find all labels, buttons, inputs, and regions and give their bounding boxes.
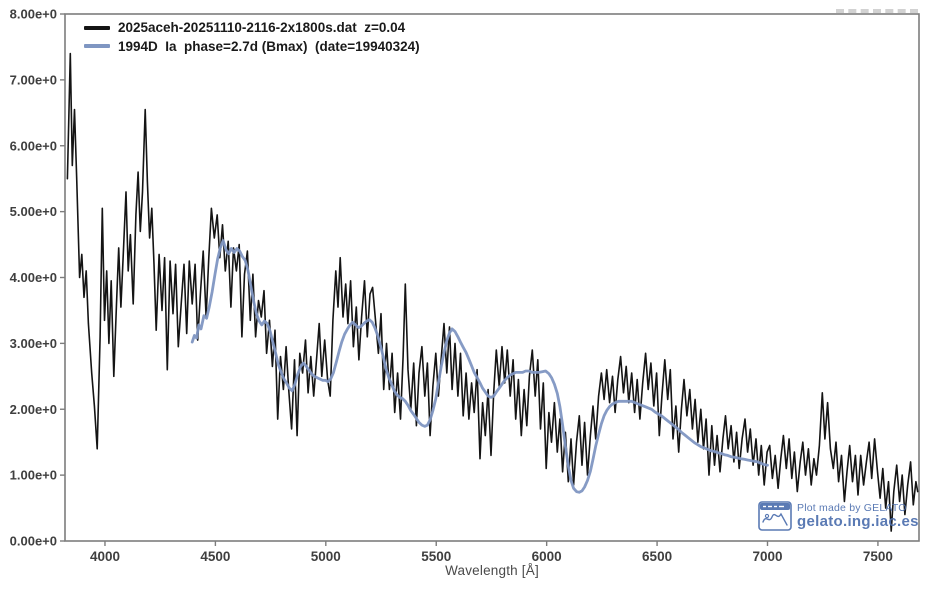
y-tick-label: 8.00e+0 (10, 7, 57, 22)
y-tick-label: 4.00e+0 (10, 270, 57, 285)
template-spectrum-swatch (84, 44, 110, 49)
target-spectrum-swatch (84, 25, 110, 30)
gelato-logo-icon (758, 501, 792, 531)
legend: 2025aceh-20251110-2116-2x1800s.dat z=0.0… (84, 21, 420, 53)
y-tick-label: 1.00e+0 (10, 468, 57, 483)
legend-item-target-spectrum: 2025aceh-20251110-2116-2x1800s.dat z=0.0… (84, 21, 420, 35)
legend-item-template-spectrum: 1994D Ia phase=2.7d (Bmax) (date=1994032… (84, 38, 420, 54)
y-tick-label: 0.00e+0 (10, 534, 57, 549)
x-tick-label: 5000 (311, 549, 341, 564)
gelato-logo: Plot made by GELATO gelato.ing.iac.es (758, 501, 919, 531)
y-tick-label: 2.00e+0 (10, 402, 57, 417)
logo-url: gelato.ing.iac.es (797, 512, 919, 530)
x-tick-label: 7000 (752, 549, 782, 564)
template-spectrum-line (190, 239, 769, 494)
x-axis-title: Wavelength [Å] (445, 563, 539, 578)
x-tick-label: 4500 (200, 549, 230, 564)
target-spectrum-label: 2025aceh-20251110-2116-2x1800s.dat z=0.0… (118, 20, 406, 35)
x-tick-label: 5500 (421, 549, 451, 564)
target-spectrum-line (66, 52, 919, 532)
y-tick-label: 6.00e+0 (10, 138, 57, 153)
x-tick-label: 7500 (863, 549, 893, 564)
x-tick-label: 4000 (90, 549, 120, 564)
y-tick-label: 3.00e+0 (10, 336, 57, 351)
y-tick-label: 5.00e+0 (10, 204, 57, 219)
template-spectrum-label: 1994D Ia phase=2.7d (Bmax) (date=1994032… (118, 38, 420, 54)
x-tick-label: 6500 (642, 549, 672, 564)
logo-caption: Plot made by GELATO (797, 501, 907, 514)
faint-watermark-dashes (836, 9, 918, 13)
y-tick-label: 7.00e+0 (10, 72, 57, 87)
x-tick-label: 6000 (532, 549, 562, 564)
